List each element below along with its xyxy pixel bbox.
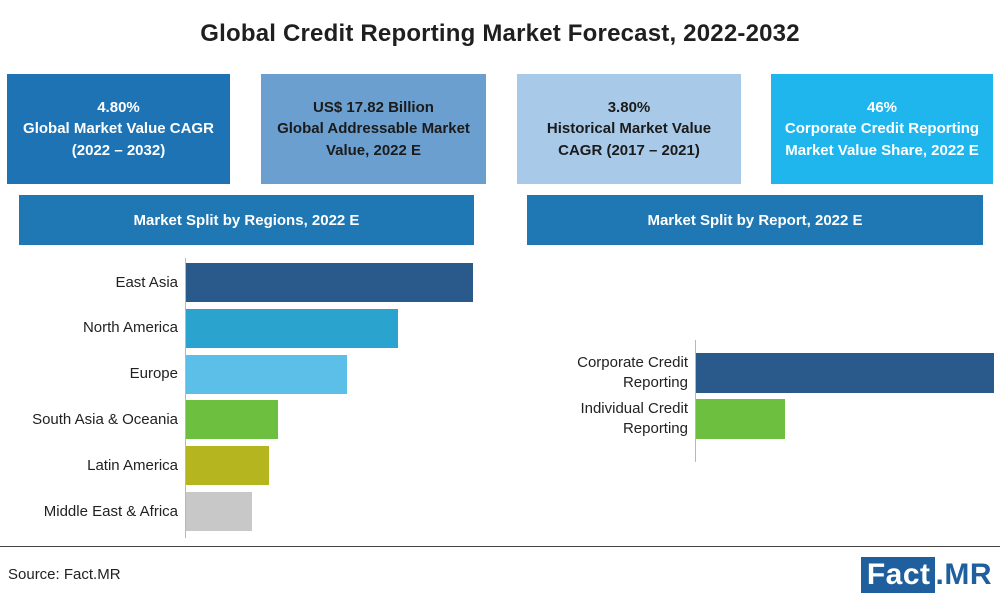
bar-category-label: Corporate Credit Reporting bbox=[577, 354, 688, 391]
bar-axis-line bbox=[695, 340, 696, 462]
regions-section-heading: Market Split by Regions, 2022 E bbox=[19, 195, 474, 245]
bar bbox=[186, 354, 347, 394]
bar bbox=[186, 400, 278, 440]
kpi-market-value: US$ 17.82 Billion Global Addressable Mar… bbox=[261, 74, 486, 184]
kpi-value: 4.80% bbox=[97, 99, 140, 117]
kpi-value: 46% bbox=[866, 99, 898, 117]
kpi-historical-cagr: 3.80% Historical Market Value CAGR (2017… bbox=[517, 74, 741, 184]
kpi-value: 3.80% bbox=[607, 99, 651, 117]
bar-category-label: Individual Credit Reporting bbox=[580, 400, 688, 437]
kpi-label: Corporate Credit Reporting bbox=[784, 120, 980, 138]
factmr-logo: Fact .MR bbox=[860, 557, 992, 593]
logo-text-fact: Fact bbox=[860, 557, 935, 593]
kpi-corporate-share: 46% Corporate Credit Reporting Market Va… bbox=[771, 74, 993, 184]
kpi-market-cagr: 4.80% Global Market Value CAGR (2022 – 2… bbox=[7, 74, 230, 184]
bar-category-label: Latin America bbox=[87, 456, 178, 474]
kpi-period: Value, 2022 E bbox=[325, 141, 422, 159]
bar bbox=[186, 492, 252, 531]
kpi-label: Historical Market Value bbox=[546, 120, 712, 138]
footer-divider bbox=[0, 546, 1000, 547]
kpi-period: (2022 – 2032) bbox=[71, 141, 166, 159]
chart-title: Global Credit Reporting Market Forecast,… bbox=[200, 20, 800, 47]
logo-text-mr: .MR bbox=[934, 557, 992, 593]
bar bbox=[696, 399, 785, 439]
kpi-period: CAGR (2017 – 2021) bbox=[558, 141, 700, 159]
kpi-value: US$ 17.82 Billion bbox=[313, 99, 434, 117]
bar-category-label: South Asia & Oceania bbox=[32, 410, 178, 428]
report-section-heading: Market Split by Report, 2022 E bbox=[527, 195, 983, 245]
bar-category-label: East Asia bbox=[115, 273, 178, 291]
kpi-label: Global Market Value CAGR bbox=[23, 120, 214, 138]
kpi-period: Market Value Share, 2022 E bbox=[785, 141, 979, 159]
bar bbox=[186, 263, 473, 302]
kpi-label: Global Addressable Market bbox=[277, 120, 470, 138]
bar bbox=[696, 353, 994, 393]
bar bbox=[186, 308, 398, 348]
bar-category-label: Europe bbox=[129, 365, 178, 383]
bar bbox=[186, 446, 269, 486]
source-note: Source: Fact.MR bbox=[8, 566, 121, 583]
bar-category-label: Middle East & Africa bbox=[43, 502, 178, 520]
bar-category-label: North America bbox=[82, 319, 178, 337]
bar-axis-line bbox=[185, 258, 186, 538]
